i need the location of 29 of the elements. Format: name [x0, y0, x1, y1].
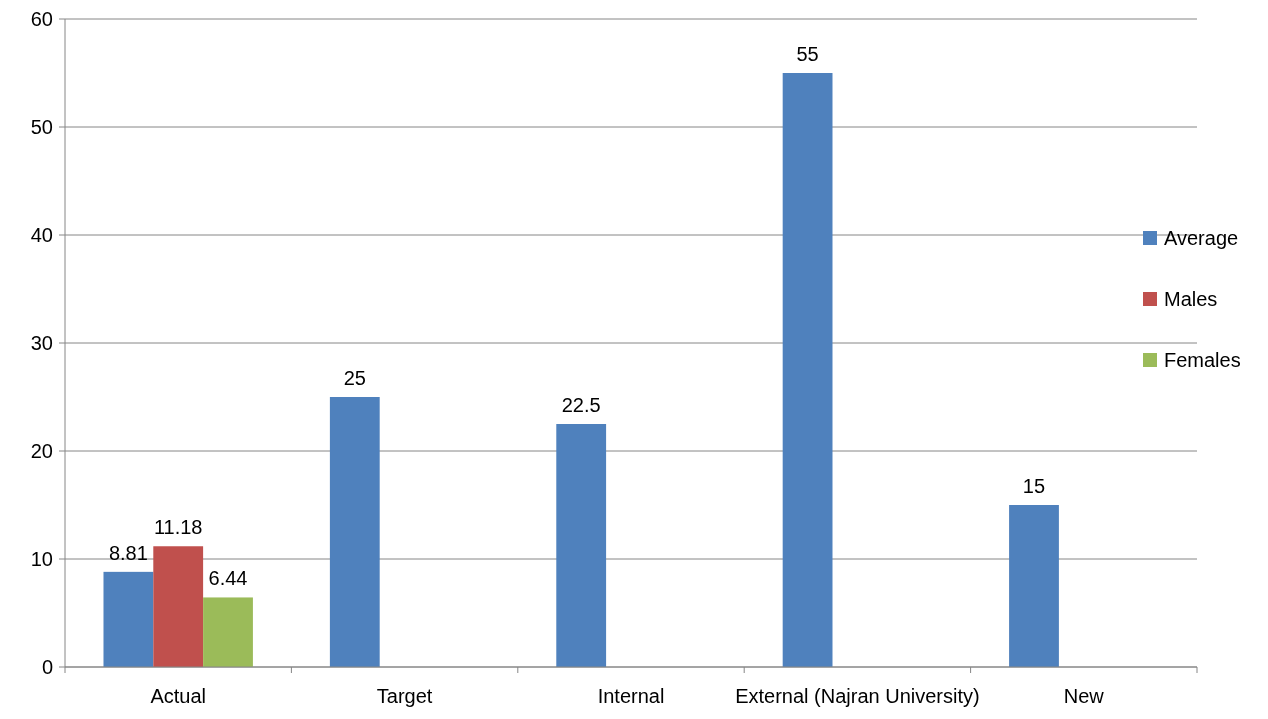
bar	[153, 546, 204, 667]
bar	[103, 571, 154, 667]
y-tick-label: 0	[41, 656, 53, 678]
data-label: 25	[343, 367, 366, 389]
y-tick-label: 10	[30, 548, 53, 570]
y-tick-label: 30	[30, 332, 53, 354]
x-tick-label: New	[1063, 685, 1105, 707]
x-tick-label: External (Najran University)	[735, 685, 980, 707]
data-label: 6.44	[208, 567, 248, 590]
legend-label: Average	[1164, 227, 1239, 249]
bar	[782, 73, 833, 667]
x-tick-label: Actual	[150, 685, 206, 707]
bar	[329, 397, 380, 667]
x-tick-label: Internal	[597, 685, 665, 707]
data-label: 55	[796, 43, 819, 65]
y-tick-label: 50	[30, 116, 53, 138]
data-label: 8.81	[108, 541, 148, 564]
legend-label: Males	[1164, 288, 1218, 310]
data-label: 15	[1022, 475, 1046, 497]
data-label: 22.5	[561, 394, 601, 416]
bar	[203, 597, 253, 667]
y-tick-label: 20	[30, 440, 53, 462]
data-label: 11.18	[153, 516, 203, 539]
legend-label: Females	[1164, 349, 1241, 371]
bar	[556, 424, 607, 667]
y-tick-label: 40	[30, 224, 53, 246]
bar	[1009, 505, 1059, 667]
x-tick-label: Target	[376, 685, 433, 707]
y-tick-label: 60	[30, 8, 53, 30]
